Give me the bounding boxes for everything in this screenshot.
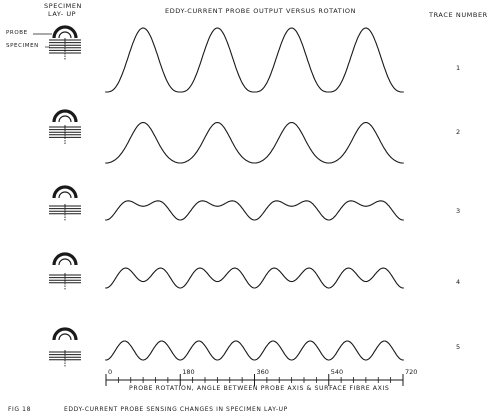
probe-coil-icon [52, 185, 78, 199]
x-tick-label-360: 360 [257, 368, 269, 376]
probe-core-icon [58, 31, 72, 39]
probe-core-icon [58, 258, 72, 266]
probe-core-icon [58, 115, 72, 123]
trace-number-header: TRACE NUMBER [429, 11, 488, 19]
schematic-trace-5 [49, 327, 81, 367]
x-tick-label-0: 0 [108, 368, 112, 376]
probe-core-icon [58, 333, 72, 341]
x-axis: 0 180 360 540 720 [105, 368, 417, 386]
trace-3-curve [105, 200, 404, 221]
probe-coil-icon [52, 327, 78, 341]
specimen-schematics [33, 25, 81, 367]
x-tick-label-540: 540 [331, 368, 343, 376]
trace-2-number: 2 [456, 128, 460, 136]
schematic-trace-3 [49, 185, 81, 221]
x-tick-label-720: 720 [405, 368, 417, 376]
schematic-trace-2 [49, 109, 81, 144]
trace-4-number: 4 [456, 278, 460, 286]
x-axis-ticks: 0 180 360 540 720 [105, 368, 417, 386]
trace-1-curve [105, 27, 404, 93]
x-axis-label: PROBE ROTATION, ANGLE BETWEEN PROBE AXIS… [129, 385, 390, 392]
schematic-trace-4 [49, 252, 81, 290]
probe-label: PROBE [6, 30, 28, 36]
trace-4-curve [105, 267, 404, 289]
trace-number-labels: 1 2 3 4 5 [456, 64, 460, 351]
specimen-label: SPECIMEN [6, 43, 39, 49]
schematic-trace-1 [49, 25, 81, 60]
specimen-header-line1: SPECIMEN [44, 2, 82, 10]
figure-caption: EDDY-CURRENT PROBE SENSING CHANGES IN SP… [64, 406, 288, 413]
trace-1-number: 1 [456, 64, 460, 72]
trace-2-curve [105, 121, 404, 164]
probe-coil-icon [52, 252, 78, 266]
trace-3-number: 3 [456, 207, 460, 215]
trace-5-curve [105, 340, 404, 361]
probe-core-icon [58, 191, 72, 199]
probe-coil-icon [52, 25, 78, 39]
x-tick-label-180: 180 [182, 368, 194, 376]
specimen-header-line2: LAY- UP [48, 10, 77, 18]
figure-number: FIG 18 [8, 406, 32, 413]
figure-title: EDDY-CURRENT PROBE OUTPUT VERSUS ROTATIO… [165, 7, 357, 15]
probe-coil-icon [52, 109, 78, 123]
trace-curves [105, 27, 404, 361]
trace-5-number: 5 [456, 343, 460, 351]
